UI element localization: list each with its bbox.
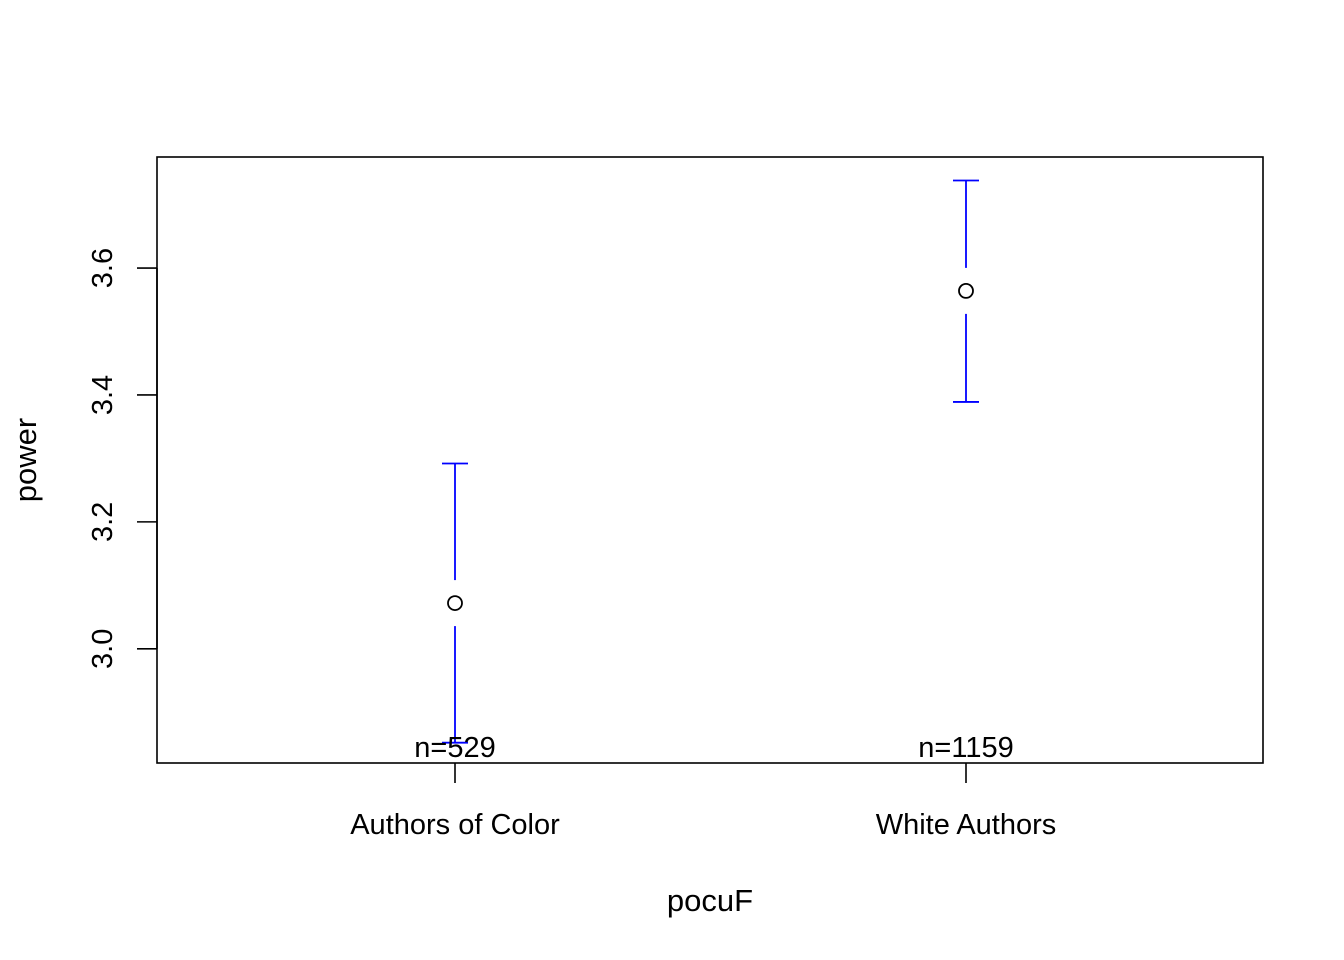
y-axis-label: power: [8, 418, 43, 502]
count-labels: n=529 n=1159: [414, 732, 1013, 764]
y-axis: 3.0 3.2 3.4 3.6: [87, 248, 158, 669]
x-tick-label: White Authors: [876, 809, 1057, 841]
y-tick-label: 3.4: [87, 375, 119, 415]
y-tick-label: 3.2: [87, 502, 119, 542]
mean-point: [958, 282, 974, 299]
count-label: n=529: [414, 732, 495, 764]
y-tick-label: 3.0: [87, 629, 119, 669]
mean-point: [447, 595, 463, 611]
count-label: n=1159: [918, 732, 1013, 764]
mean-points: [447, 282, 974, 611]
x-axis-label: pocuF: [667, 883, 753, 918]
y-tick-label: 3.6: [87, 248, 119, 288]
plot-frame: [156, 156, 1264, 764]
x-tick-label: Authors of Color: [350, 809, 560, 841]
x-axis: Authors of Color White Authors: [350, 763, 1056, 841]
error-bars: [442, 179, 979, 744]
